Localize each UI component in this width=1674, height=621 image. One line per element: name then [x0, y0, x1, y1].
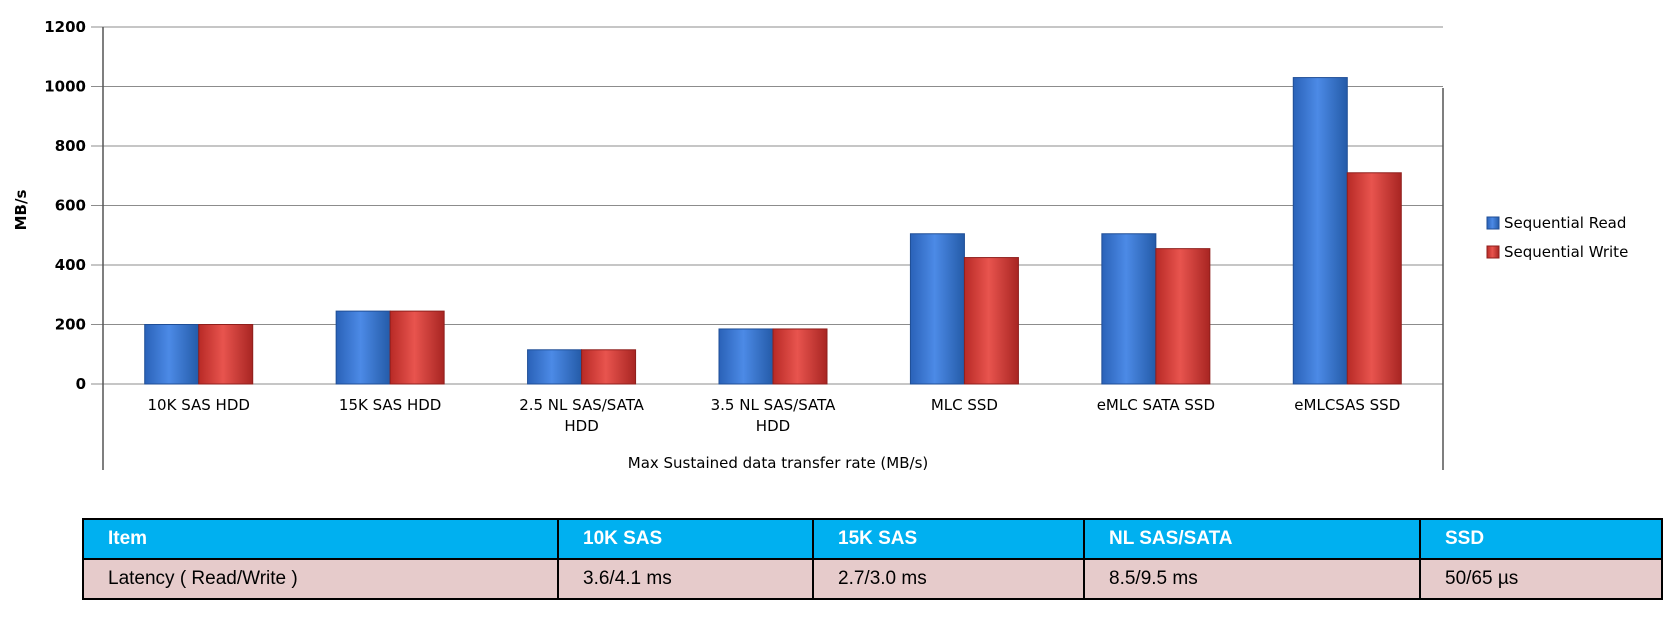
x-category-labels: 10K SAS HDD 15K SAS HDD 2.5 NL SAS/SATA HDD…	[148, 396, 1401, 435]
y-tick-label: 600	[55, 197, 86, 215]
x-category-label: 15K SAS HDD	[339, 396, 441, 414]
bar-read	[1101, 233, 1157, 385]
table-cell: 2.7/3.0 ms	[812, 558, 1085, 600]
table-header-cell: 10K SAS	[557, 518, 814, 560]
x-category-label: eMLC SATA SSD	[1097, 396, 1215, 414]
table-header-cell: SSD	[1419, 518, 1663, 560]
table-header-cell: Item	[82, 518, 559, 560]
legend-label: Sequential Read	[1504, 214, 1626, 232]
bar-read	[1292, 77, 1348, 385]
y-tick-label: 0	[76, 375, 86, 393]
table-header-cell: NL SAS/SATA	[1083, 518, 1421, 560]
x-category-label: 10K SAS HDD	[148, 396, 250, 414]
legend-swatch	[1486, 245, 1500, 259]
table-header-cell: 15K SAS	[812, 518, 1085, 560]
table-row: Latency ( Read/Write ) 3.6/4.1 ms 2.7/3.…	[82, 558, 1663, 600]
table-cell: 8.5/9.5 ms	[1083, 558, 1421, 600]
axes	[102, 27, 1444, 470]
y-tick-label: 1000	[44, 78, 86, 96]
legend-label: Sequential Write	[1504, 243, 1628, 261]
x-category-label: 2.5 NL SAS/SATA	[519, 396, 644, 414]
x-category-label: eMLCSAS SSD	[1294, 396, 1400, 414]
x-axis-title: Max Sustained data transfer rate (MB/s)	[628, 454, 929, 472]
bar-read	[527, 349, 583, 385]
bar-write	[1155, 248, 1211, 385]
legend: Sequential Read Sequential Write	[1486, 214, 1628, 261]
y-tick-label: 800	[55, 137, 86, 155]
bar-read	[909, 233, 965, 385]
bars	[144, 77, 1402, 385]
bar-write	[581, 349, 637, 385]
gridlines	[91, 26, 1443, 385]
y-axis-title: MB/s	[12, 190, 30, 231]
bar-read	[144, 324, 200, 385]
bar-read	[335, 310, 391, 385]
bar-write	[1346, 172, 1402, 385]
bar-chart: 0 200 400 600 800 1000 1200 10K SAS HDD 15K SAS…	[12, 18, 1628, 472]
bar-read	[718, 328, 774, 385]
y-tick-label: 400	[55, 256, 86, 274]
table-header-row: Item 10K SAS 15K SAS NL SAS/SATA SSD	[82, 518, 1663, 560]
x-category-label: 3.5 NL SAS/SATA	[711, 396, 836, 414]
bar-write	[963, 257, 1019, 385]
y-tick-label: 200	[55, 316, 86, 334]
y-tick-label: 1200	[44, 18, 86, 36]
table-cell: 3.6/4.1 ms	[557, 558, 814, 600]
bar-write	[772, 328, 828, 385]
legend-swatch	[1486, 216, 1500, 230]
latency-table: Item 10K SAS 15K SAS NL SAS/SATA SSD Lat…	[82, 518, 1663, 600]
bar-write	[389, 310, 445, 385]
x-category-label: HDD	[564, 417, 598, 435]
table-cell: 50/65 µs	[1419, 558, 1663, 600]
x-category-label: HDD	[756, 417, 790, 435]
y-tick-labels: 0 200 400 600 800 1000 1200	[44, 18, 86, 393]
table-cell: Latency ( Read/Write )	[82, 558, 559, 600]
bar-write	[198, 324, 254, 385]
x-category-label: MLC SSD	[931, 396, 998, 414]
